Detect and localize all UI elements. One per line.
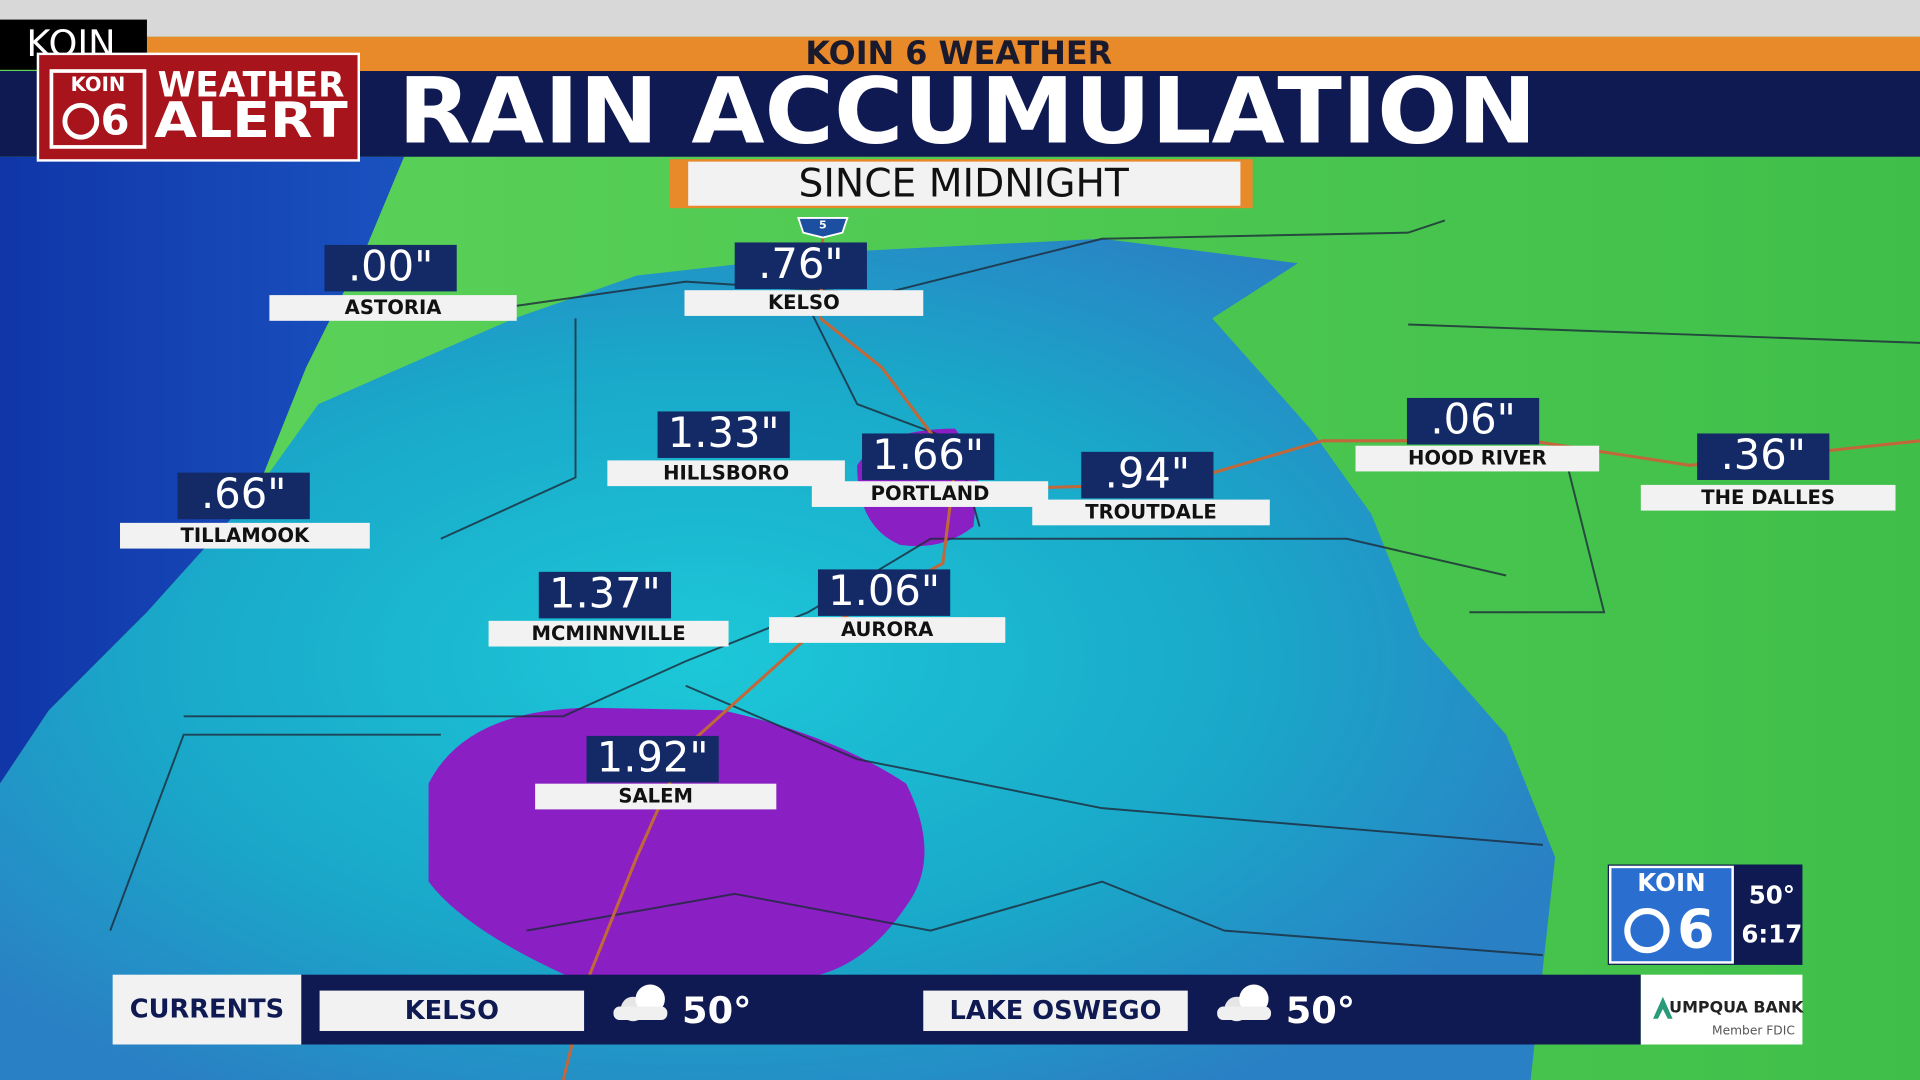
location-name: KELSO	[768, 291, 840, 314]
city: KELSO	[405, 996, 499, 1026]
alert-badge: KOIN 6 WEATHER ALERT	[36, 52, 360, 162]
sponsor-note: Member FDIC	[1712, 1024, 1795, 1038]
amount-box	[734, 242, 867, 289]
name-box	[811, 481, 1049, 507]
city-box	[319, 990, 585, 1032]
location: .66" TILLAMOOK	[120, 469, 370, 549]
location: .00" ASTORIA	[269, 241, 517, 321]
amount: 1.37"	[549, 568, 661, 617]
city-box	[923, 990, 1188, 1032]
locations: .00" ASTORIA .76" KELSO 1.33" HILLSBORO 1.66" P…	[120, 239, 1896, 810]
amount: .00"	[348, 241, 433, 290]
name-box	[684, 290, 924, 316]
heavy-rain-salem	[428, 707, 925, 980]
name-box	[768, 617, 1006, 643]
location: .94" TROUTDALE	[1032, 448, 1270, 526]
subtitle: SINCE MIDNIGHT	[798, 162, 1129, 207]
amount-box	[538, 571, 672, 619]
location: 1.92" SALEM	[535, 732, 777, 810]
amount: .76"	[758, 239, 843, 288]
location-name: TILLAMOOK	[181, 524, 311, 547]
location-name: HILLSBORO	[663, 461, 789, 484]
name-box	[1032, 499, 1270, 526]
amount-box	[1697, 433, 1830, 480]
cloud-part	[1217, 1006, 1272, 1020]
badge-line1: WEATHER	[158, 65, 345, 105]
bug-time: 6:17	[1741, 920, 1802, 949]
name-box	[607, 460, 845, 487]
amount: 1.66"	[872, 430, 984, 479]
badge-logo: KOIN	[71, 73, 126, 96]
badge-logo-number: 6	[101, 96, 130, 145]
sponsor-name: UMPQUA BANK	[1669, 997, 1804, 1016]
location: 1.66" PORTLAND	[811, 430, 1049, 507]
cloud-icon	[613, 984, 668, 1022]
amount: 1.06"	[828, 566, 940, 615]
highway-number: 5	[819, 218, 827, 231]
currents-bar: CURRENTS KELSO 50° LAKE OSWEGO 50° UMPQUA B…	[112, 974, 1804, 1045]
sponsor-icon	[1653, 996, 1673, 1019]
cloud-part	[613, 1006, 668, 1020]
location-name: ASTORIA	[345, 296, 443, 319]
amount-box	[862, 433, 995, 480]
amount-box	[817, 569, 951, 616]
location-name: HOOD RIVER	[1408, 447, 1547, 470]
currents-label: CURRENTS	[130, 995, 284, 1025]
amount: .06"	[1430, 394, 1515, 443]
location: 1.37" MCMINNVILLE	[488, 568, 729, 647]
cloud-icon	[1217, 984, 1272, 1022]
location: 1.06" AURORA	[768, 566, 1006, 643]
county-lines	[109, 219, 1920, 957]
subtitle-box	[688, 161, 1241, 206]
name-box	[120, 522, 370, 549]
current-item: LAKE OSWEGO 50°	[923, 984, 1355, 1032]
temp: 50°	[1286, 989, 1355, 1032]
name-box	[1355, 445, 1600, 472]
bug-logo-number: 6	[1677, 898, 1714, 961]
current-item: KELSO 50°	[319, 984, 752, 1032]
location-name: TROUTDALE	[1085, 501, 1217, 524]
temp: 50°	[682, 989, 751, 1032]
bug-temp: 50°	[1749, 880, 1795, 909]
amount-box	[586, 735, 719, 783]
rain-area	[0, 238, 1556, 1080]
amount-box	[324, 244, 457, 292]
name-box	[535, 783, 777, 810]
location-name: SALEM	[618, 785, 693, 808]
highway-shield: 5	[797, 217, 849, 239]
amount-box	[177, 472, 310, 520]
amount-box	[1406, 397, 1540, 445]
location: 1.33" HILLSBORO	[607, 408, 845, 487]
title: RAIN ACCUMULATION	[398, 59, 1537, 164]
bug-logo: KOIN	[1637, 868, 1705, 897]
amount: .94"	[1105, 448, 1190, 497]
amount: 1.92"	[597, 732, 709, 781]
currents-items: KELSO 50° LAKE OSWEGO 50°	[319, 984, 1355, 1032]
location: .06" HOOD RIVER	[1355, 394, 1600, 472]
badge-line2: ALERT	[154, 92, 348, 149]
amount-box	[1081, 451, 1214, 499]
location: .36" THE DALLES	[1640, 430, 1896, 511]
network-label: KOIN 6 WEATHER	[805, 34, 1112, 72]
amount-box	[657, 411, 790, 458]
location-name: THE DALLES	[1701, 486, 1835, 509]
name-box	[269, 295, 517, 321]
amount: .36"	[1721, 430, 1806, 479]
name-box	[488, 620, 729, 647]
name-box	[1640, 484, 1896, 511]
location: .76" KELSO	[684, 239, 924, 316]
location-name: PORTLAND	[871, 482, 990, 505]
top-strip	[0, 0, 1920, 37]
amount: .66"	[201, 469, 286, 518]
network-bar	[146, 36, 1920, 72]
station-bug: KOIN 6 50° 6:17	[1607, 864, 1803, 965]
amount: 1.33"	[668, 408, 780, 457]
location-name: MCMINNVILLE	[531, 622, 685, 645]
city: LAKE OSWEGO	[950, 996, 1162, 1026]
location-name: AURORA	[841, 618, 934, 641]
